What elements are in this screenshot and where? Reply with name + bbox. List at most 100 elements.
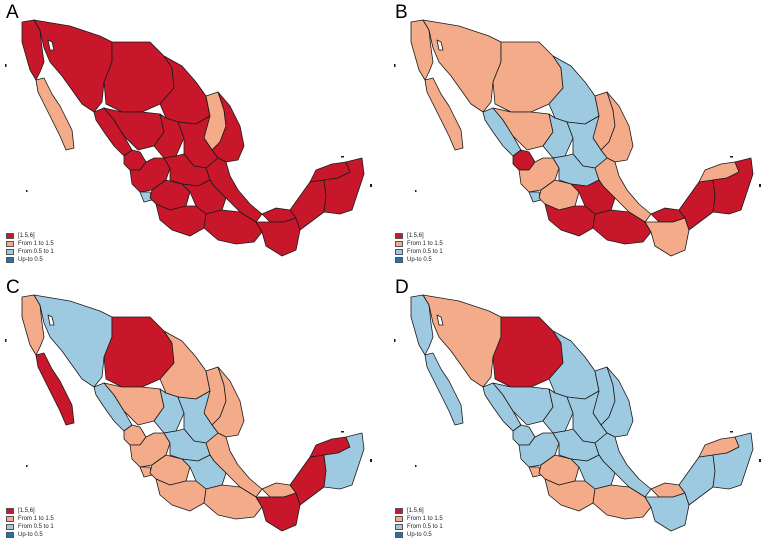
legend-label: From 0.5 to 1 <box>18 249 54 255</box>
legend: [1.5,6] From 1 to 1.5 From 0.5 to 1 Up-to 0… <box>395 232 443 264</box>
island-tiburon <box>436 314 444 326</box>
state-guerrero <box>155 478 207 512</box>
island-guadalupe <box>5 339 7 342</box>
map-panel-d: D <box>389 275 777 549</box>
legend-item: From 1 to 1.5 <box>6 515 54 523</box>
legend-label: Up-to 0.5 <box>18 532 43 538</box>
state-chihuahua <box>492 316 564 388</box>
legend-item: [1.5,6] <box>395 232 443 240</box>
map-panel-c: C <box>0 275 388 549</box>
legend-swatch <box>395 508 403 514</box>
legend-label: Up-to 0.5 <box>407 257 432 263</box>
mexico-map <box>5 19 372 257</box>
legend-swatch <box>395 524 403 530</box>
state-chihuahua <box>103 41 175 113</box>
island-tiburon <box>436 39 444 51</box>
state-baja-california-sur <box>35 77 75 151</box>
island-guadalupe <box>5 64 7 67</box>
legend-item: From 1 to 1.5 <box>6 240 54 248</box>
state-guerrero <box>544 203 596 237</box>
state-quintana-roo <box>323 157 365 215</box>
legend-item: From 0.5 to 1 <box>6 523 54 531</box>
legend-label: From 0.5 to 1 <box>18 524 54 530</box>
state-oaxaca <box>592 209 652 245</box>
island-mujeres <box>341 431 344 433</box>
panel-letter: D <box>395 277 409 298</box>
legend-item: From 0.5 to 1 <box>395 248 443 256</box>
legend-item: Up-to 0.5 <box>395 531 443 539</box>
legend-swatch <box>395 257 403 263</box>
state-chihuahua <box>103 316 175 388</box>
legend-swatch <box>395 249 403 255</box>
island-guadalupe <box>394 339 396 342</box>
state-baja-california-sur <box>424 77 464 151</box>
island-mujeres <box>730 431 733 433</box>
legend: [1.5,6] From 1 to 1.5 From 0.5 to 1 Up-to 0… <box>6 507 54 539</box>
legend-swatch <box>395 532 403 538</box>
legend-swatch <box>6 241 14 247</box>
legend-item: Up-to 0.5 <box>395 256 443 264</box>
state-chiapas <box>644 217 690 257</box>
legend-swatch <box>395 241 403 247</box>
panel-letter: A <box>6 2 19 23</box>
state-guerrero <box>155 203 207 237</box>
state-oaxaca <box>203 484 263 520</box>
legend-swatch <box>6 524 14 530</box>
state-central <box>570 179 616 215</box>
legend-label: [1.5,6] <box>18 508 35 514</box>
island-revillagigedo <box>415 465 417 467</box>
legend: [1.5,6] From 1 to 1.5 From 0.5 to 1 Up-to 0… <box>6 232 54 264</box>
state-oaxaca <box>203 209 263 245</box>
legend-label: [1.5,6] <box>407 508 424 514</box>
legend-label: From 1 to 1.5 <box>18 241 54 247</box>
legend-item: Up-to 0.5 <box>6 256 54 264</box>
state-oaxaca <box>592 484 652 520</box>
legend-swatch <box>395 233 403 239</box>
island-cozumel <box>759 459 761 462</box>
state-quintana-roo <box>323 432 365 490</box>
legend-label: From 1 to 1.5 <box>407 516 443 522</box>
island-cozumel <box>370 459 372 462</box>
legend-swatch <box>6 508 14 514</box>
state-baja-california-sur <box>35 352 75 426</box>
mexico-map <box>5 294 372 532</box>
state-central <box>570 454 616 490</box>
legend-label: [1.5,6] <box>18 233 35 239</box>
island-revillagigedo <box>26 190 28 192</box>
legend-label: From 1 to 1.5 <box>407 241 443 247</box>
state-quintana-roo <box>712 157 754 215</box>
legend-label: Up-to 0.5 <box>18 257 43 263</box>
island-revillagigedo <box>415 190 417 192</box>
legend-swatch <box>6 532 14 538</box>
panel-letter: C <box>6 277 20 298</box>
legend-label: From 0.5 to 1 <box>407 249 443 255</box>
map-panel-b: B <box>389 0 777 274</box>
state-quintana-roo <box>712 432 754 490</box>
legend-item: [1.5,6] <box>395 507 443 515</box>
mexico-map <box>394 19 761 257</box>
legend-item: From 1 to 1.5 <box>395 240 443 248</box>
legend: [1.5,6] From 1 to 1.5 From 0.5 to 1 Up-to 0… <box>395 507 443 539</box>
island-guadalupe <box>394 64 396 67</box>
state-chiapas <box>255 492 301 532</box>
legend-label: Up-to 0.5 <box>407 532 432 538</box>
legend-swatch <box>6 516 14 522</box>
legend-swatch <box>6 233 14 239</box>
state-central <box>181 179 227 215</box>
island-tiburon <box>47 314 55 326</box>
island-revillagigedo <box>26 465 28 467</box>
legend-item: From 0.5 to 1 <box>6 248 54 256</box>
legend-label: From 0.5 to 1 <box>407 524 443 530</box>
state-central <box>181 454 227 490</box>
state-baja-california-sur <box>424 352 464 426</box>
state-chihuahua <box>492 41 564 113</box>
legend-item: From 1 to 1.5 <box>395 515 443 523</box>
state-chiapas <box>644 492 690 532</box>
legend-item: Up-to 0.5 <box>6 531 54 539</box>
legend-item: [1.5,6] <box>6 507 54 515</box>
legend-swatch <box>6 249 14 255</box>
island-tiburon <box>47 39 55 51</box>
legend-swatch <box>395 516 403 522</box>
legend-label: [1.5,6] <box>407 233 424 239</box>
legend-swatch <box>6 257 14 263</box>
